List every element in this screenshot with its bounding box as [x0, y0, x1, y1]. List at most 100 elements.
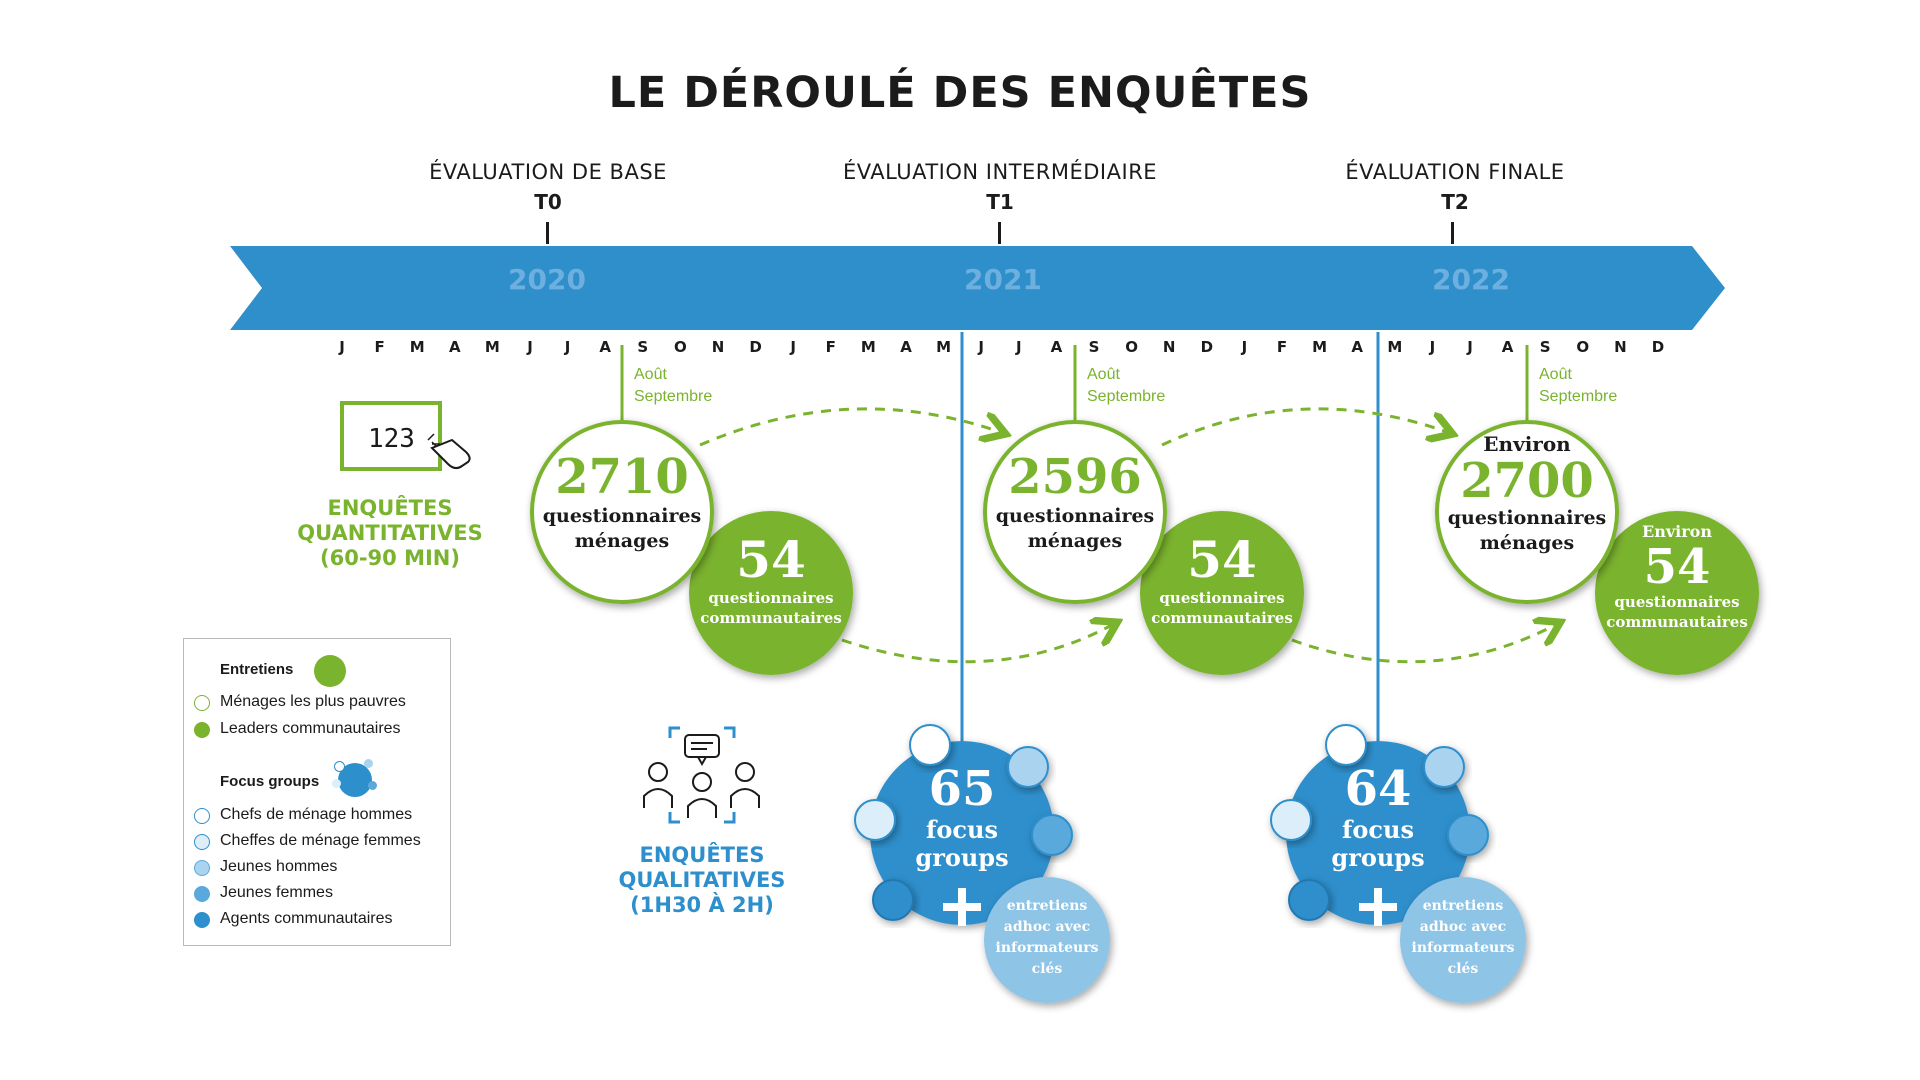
- icon-text: 123: [368, 424, 415, 454]
- count-text: focus: [926, 815, 998, 844]
- count-text: ménages: [574, 530, 670, 552]
- focus-circle: [870, 741, 1054, 925]
- month-label: A: [449, 338, 461, 356]
- legend-heading: Focus groups: [220, 773, 320, 790]
- count-text: questionnaires: [708, 589, 834, 607]
- household-count-midterm: 2596 questionnaires ménages: [985, 450, 1165, 554]
- month-label: M: [410, 338, 425, 356]
- household-circle: [1435, 420, 1619, 604]
- count-text: ménages: [1479, 532, 1575, 554]
- count-text: questionnaires: [1447, 507, 1607, 529]
- household-circle: [983, 420, 1167, 604]
- flow-arrow: [699, 407, 1000, 447]
- label-line: (60-90 MIN): [320, 546, 460, 570]
- period-month: Août: [634, 366, 667, 383]
- month-label: M: [936, 338, 951, 356]
- phase-name: ÉVALUATION FINALE: [1345, 160, 1565, 184]
- legend-item: Jeunes femmes: [220, 884, 333, 901]
- month-label: F: [1277, 338, 1287, 356]
- count-text: focus: [1342, 815, 1414, 844]
- phase-tick: [1451, 222, 1454, 244]
- month-label: M: [1387, 338, 1402, 356]
- household-circle: [530, 420, 714, 604]
- month-label: J: [1429, 338, 1436, 356]
- phase-midterm: ÉVALUATION INTERMÉDIAIRE T1: [830, 160, 1170, 214]
- legend-swatch: [194, 912, 210, 928]
- qualitative-label: ENQUÊTES QUALITATIVES (1H30 À 2H): [592, 843, 812, 918]
- month-label: J: [977, 338, 984, 356]
- legend: Entretiens Ménages les plus pauvres Lead…: [183, 638, 451, 946]
- period-month: Août: [1087, 366, 1120, 383]
- focus-count-final: 64 focus groups: [1308, 762, 1448, 872]
- adhoc-line: informateurs: [1411, 940, 1515, 956]
- adhoc-text-midterm: entretiens adhoc avec informateurs clés: [982, 896, 1112, 980]
- legend-swatch: [194, 808, 210, 824]
- month-label: J: [526, 338, 533, 356]
- month-label: N: [1163, 338, 1176, 356]
- count-value: 54: [1643, 539, 1711, 595]
- count-text: communautaires: [1606, 613, 1748, 631]
- legend-item: Cheffes de ménage femmes: [220, 832, 421, 849]
- month-label: S: [637, 338, 648, 356]
- legend-swatch: [194, 834, 210, 850]
- month-label: M: [485, 338, 500, 356]
- month-label: F: [826, 338, 836, 356]
- phase-tick: [546, 222, 549, 244]
- legend-item: Chefs de ménage hommes: [220, 806, 413, 823]
- community-count-baseline: 54 questionnaires communautaires: [691, 532, 851, 628]
- count-text: communautaires: [700, 609, 842, 627]
- period-month: Septembre: [634, 388, 713, 405]
- focus-member-dot: [1007, 746, 1049, 788]
- focus-member-dot: [854, 799, 896, 841]
- community-circle: [1140, 511, 1304, 675]
- survey-period: Août Septembre: [1539, 364, 1617, 408]
- adhoc-line: clés: [1031, 961, 1063, 977]
- year-label: 2020: [508, 263, 586, 296]
- plus-icon: [943, 888, 981, 926]
- count-value: 2710: [555, 449, 689, 505]
- adhoc-line: clés: [1447, 961, 1479, 977]
- legend-item: Ménages les plus pauvres: [220, 693, 406, 710]
- month-label: J: [1466, 338, 1473, 356]
- label-line: (1H30 À 2H): [630, 893, 774, 917]
- plus-icon: [1359, 888, 1397, 926]
- focus-member-dot: [872, 879, 914, 921]
- legend-swatch: [194, 695, 210, 711]
- count-value: 65: [928, 761, 996, 817]
- month-label: S: [1089, 338, 1100, 356]
- count-value: 54: [736, 530, 806, 589]
- label-line: QUALITATIVES: [618, 868, 786, 892]
- month-label: A: [1502, 338, 1514, 356]
- month-label: M: [1312, 338, 1327, 356]
- focus-member-dot: [1031, 814, 1073, 856]
- period-month: Août: [1539, 366, 1572, 383]
- phase-name: ÉVALUATION INTERMÉDIAIRE: [842, 160, 1158, 184]
- approx-text: Environ: [1483, 432, 1571, 456]
- month-label: D: [1201, 338, 1213, 356]
- focus-member-dot: [1325, 724, 1367, 766]
- label-line: ENQUÊTES: [327, 496, 453, 520]
- month-label: J: [789, 338, 796, 356]
- count-value: 64: [1344, 761, 1412, 817]
- quantitative-label: ENQUÊTES QUANTITATIVES (60-90 MIN): [280, 496, 500, 571]
- keyboard-input-icon: 123: [340, 401, 471, 471]
- label-line: ENQUÊTES: [639, 843, 765, 867]
- legend-swatch: [194, 860, 210, 876]
- community-circle: [689, 511, 853, 675]
- count-text: groups: [1331, 843, 1425, 872]
- adhoc-line: entretiens: [1006, 898, 1088, 914]
- phase-name: ÉVALUATION DE BASE: [429, 160, 667, 184]
- year-label: 2021: [964, 263, 1042, 296]
- household-count-final: Environ 2700 questionnaires ménages: [1437, 432, 1617, 556]
- count-text: questionnaires: [995, 505, 1155, 527]
- focus-member-dot: [1423, 746, 1465, 788]
- month-label: S: [1540, 338, 1551, 356]
- month-label: M: [861, 338, 876, 356]
- legend-item: Jeunes hommes: [220, 858, 338, 875]
- adhoc-circle: [1400, 877, 1526, 1003]
- month-label: N: [712, 338, 725, 356]
- focus-member-dot: [1447, 814, 1489, 856]
- survey-period: Août Septembre: [1087, 364, 1165, 408]
- month-label: O: [1576, 338, 1589, 356]
